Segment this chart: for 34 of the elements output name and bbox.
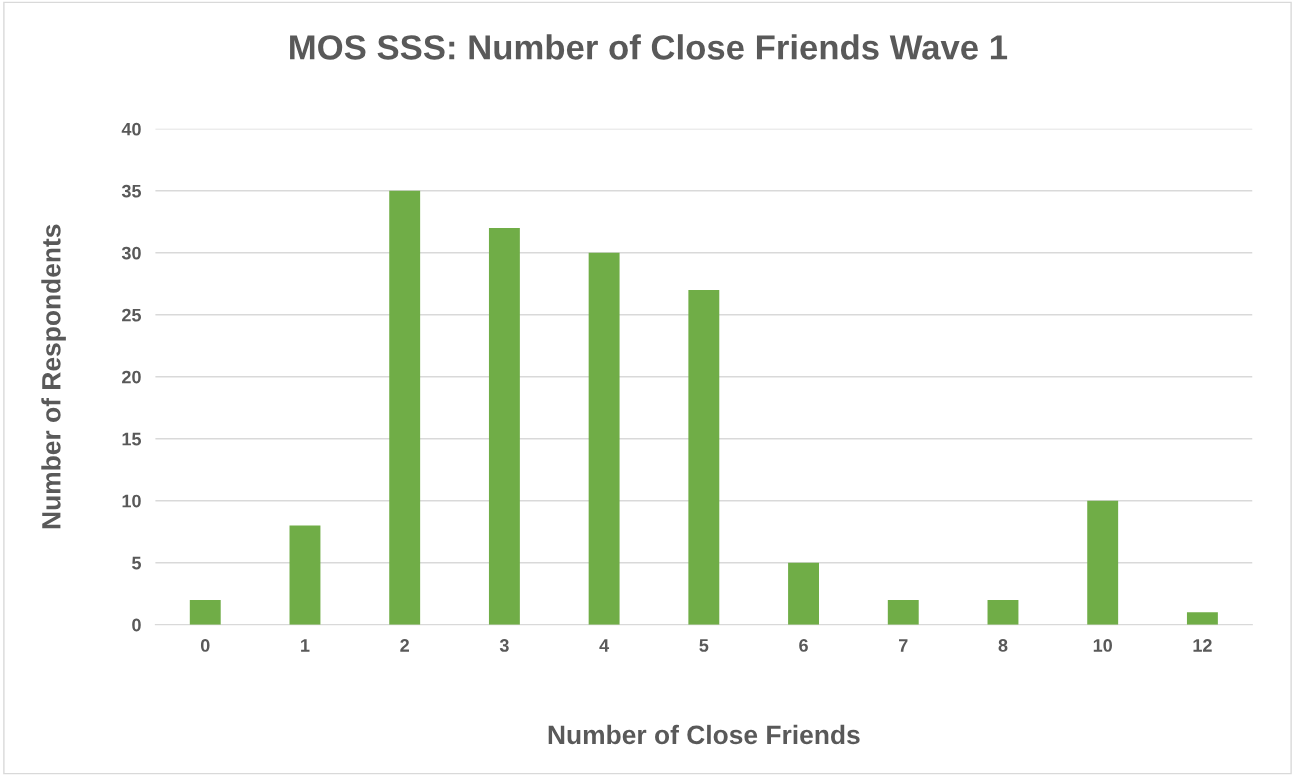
x-tick-label: 7	[899, 639, 908, 652]
chart-title: MOS SSS: Number of Close Friends Wave 1	[290, 34, 1008, 60]
bar	[189, 599, 221, 625]
bar	[1087, 500, 1119, 625]
y-tick-label: 25	[122, 308, 142, 322]
x-axis-title: Number of Close Friends	[548, 724, 860, 745]
y-tick-label: 5	[132, 556, 142, 570]
y-tick-label: 20	[122, 370, 141, 384]
x-tick-label: 3	[499, 639, 509, 652]
x-tick-label: 12	[1193, 639, 1212, 652]
y-tick-label: 15	[122, 432, 142, 446]
x-tick-label: 0	[200, 639, 210, 652]
bar	[788, 562, 819, 625]
y-tick-label: 0	[132, 618, 141, 632]
x-tick-label: 5	[699, 639, 709, 652]
x-tick-label: 1	[301, 639, 310, 652]
bar	[389, 190, 421, 625]
x-tick-label: 2	[400, 639, 409, 652]
x-tick-label: 10	[1093, 639, 1112, 652]
bar	[1186, 612, 1218, 625]
x-tick-label: 6	[799, 639, 808, 652]
x-tick-label: 4	[599, 639, 610, 652]
bar	[887, 599, 919, 625]
y-tick-label: 10	[122, 494, 141, 508]
bar	[688, 289, 720, 625]
x-tick-label: 8	[998, 639, 1008, 652]
y-tick-label: 30	[121, 246, 141, 260]
y-tick-label: 40	[121, 122, 141, 136]
bar	[987, 599, 1019, 625]
bar	[588, 252, 620, 625]
y-tick-label: 35	[121, 184, 142, 198]
bar	[289, 525, 321, 625]
y-axis-title: Number of Respondents	[41, 224, 66, 529]
bar	[488, 227, 520, 625]
